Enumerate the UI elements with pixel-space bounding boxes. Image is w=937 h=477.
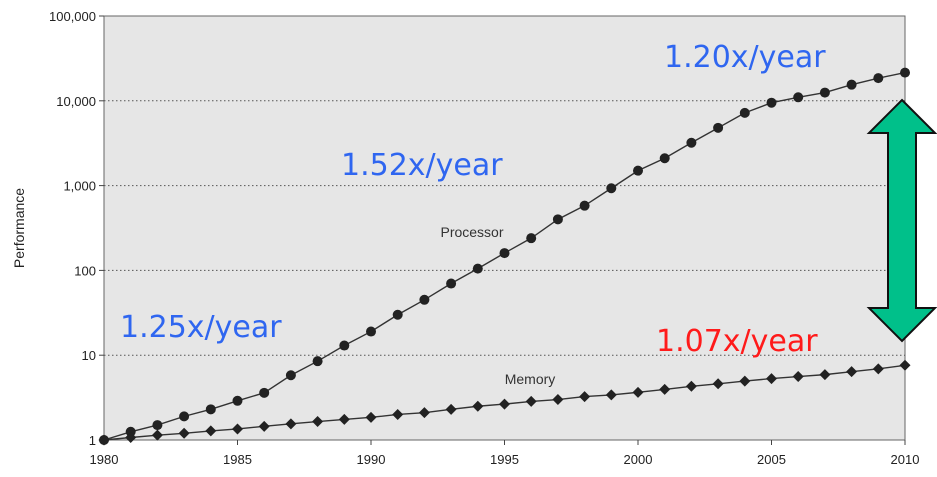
data-point-processor	[339, 340, 350, 351]
y-tick-label: 1	[89, 433, 96, 448]
data-point-memory	[205, 425, 217, 437]
data-point-memory	[739, 375, 751, 387]
data-point-memory	[712, 378, 724, 390]
data-point-processor	[579, 200, 590, 211]
data-point-processor	[606, 183, 617, 194]
data-point-processor	[900, 67, 910, 78]
data-point-memory	[579, 391, 591, 403]
data-point-processor	[846, 79, 857, 90]
data-point-memory	[445, 403, 457, 415]
data-point-memory	[899, 359, 911, 371]
data-point-memory	[685, 380, 697, 392]
x-tick-label: 2000	[624, 452, 653, 467]
data-point-processor	[419, 294, 430, 305]
y-axis-ticks: 1 10 100 1,000 10,000 100,000	[49, 9, 104, 448]
x-tick-label: 1980	[90, 452, 119, 467]
data-point-processor	[366, 326, 376, 337]
data-point-memory	[312, 416, 324, 428]
data-point-processor	[232, 395, 243, 406]
data-point-memory	[766, 373, 777, 385]
gap-arrow	[866, 98, 937, 343]
gap-arrow-shape	[866, 98, 937, 343]
series-label-processor: Processor	[440, 224, 503, 240]
data-point-processor	[285, 370, 296, 381]
data-point-memory	[872, 363, 884, 375]
data-point-memory	[258, 420, 270, 432]
data-point-processor	[873, 73, 884, 84]
y-tick-label: 10	[82, 348, 96, 363]
data-point-processor	[499, 248, 510, 259]
data-point-memory	[605, 389, 617, 401]
data-point-memory	[659, 383, 671, 395]
data-point-processor	[686, 137, 697, 148]
data-point-processor	[472, 263, 483, 274]
data-point-memory	[472, 400, 484, 412]
x-tick-label: 2010	[891, 452, 920, 467]
x-tick-label: 1985	[223, 452, 252, 467]
data-point-processor	[205, 404, 216, 415]
y-tick-label: 1,000	[63, 179, 96, 194]
data-point-processor	[552, 214, 563, 225]
data-point-processor	[793, 92, 804, 103]
data-point-processor	[125, 426, 136, 437]
y-tick-label: 100,000	[49, 9, 96, 24]
data-point-processor	[819, 87, 830, 98]
y-tick-label: 10,000	[56, 94, 96, 109]
annotation-1-07x: 1.07x/year	[656, 324, 818, 359]
data-point-processor	[152, 420, 163, 431]
data-point-memory	[525, 395, 537, 407]
data-point-memory	[125, 432, 137, 444]
x-tick-label: 1990	[357, 452, 386, 467]
data-point-processor	[739, 107, 750, 118]
series-markers	[98, 67, 911, 446]
y-axis-label: Performance	[11, 188, 27, 268]
data-point-memory	[98, 434, 110, 446]
y-tick-label: 100	[74, 263, 96, 278]
plot-area	[103, 15, 906, 441]
data-point-memory	[285, 418, 297, 430]
x-tick-label: 2005	[757, 452, 786, 467]
data-point-processor	[659, 153, 670, 164]
data-point-processor	[259, 387, 270, 398]
data-point-processor	[446, 278, 457, 289]
data-point-memory	[151, 429, 163, 441]
data-point-processor	[179, 411, 190, 422]
data-point-memory	[365, 411, 377, 423]
data-point-memory	[232, 423, 243, 435]
annotation-1-25x: 1.25x/year	[120, 310, 282, 345]
data-point-memory	[338, 413, 350, 425]
x-tick-label: 1995	[490, 452, 519, 467]
data-point-processor	[766, 97, 777, 108]
x-axis-ticks: 1980 1985 1990 1995 2000 2005 2010	[90, 440, 920, 467]
annotation-1-20x: 1.20x/year	[664, 40, 826, 75]
annotation-1-52x: 1.52x/year	[341, 148, 503, 183]
series-label-memory: Memory	[505, 371, 556, 387]
data-point-memory	[552, 394, 564, 406]
data-point-memory	[178, 427, 190, 439]
data-point-processor	[526, 233, 537, 244]
data-point-processor	[633, 165, 643, 176]
data-point-memory	[792, 371, 804, 383]
data-point-processor	[312, 356, 323, 367]
data-point-memory	[632, 386, 644, 398]
data-point-processor	[392, 309, 403, 320]
data-point-memory	[392, 408, 404, 420]
data-point-memory	[418, 407, 430, 419]
data-point-memory	[499, 398, 510, 410]
data-point-processor	[713, 122, 724, 133]
grid-lines	[104, 100, 905, 356]
data-point-memory	[846, 366, 858, 378]
data-point-memory	[819, 369, 831, 381]
